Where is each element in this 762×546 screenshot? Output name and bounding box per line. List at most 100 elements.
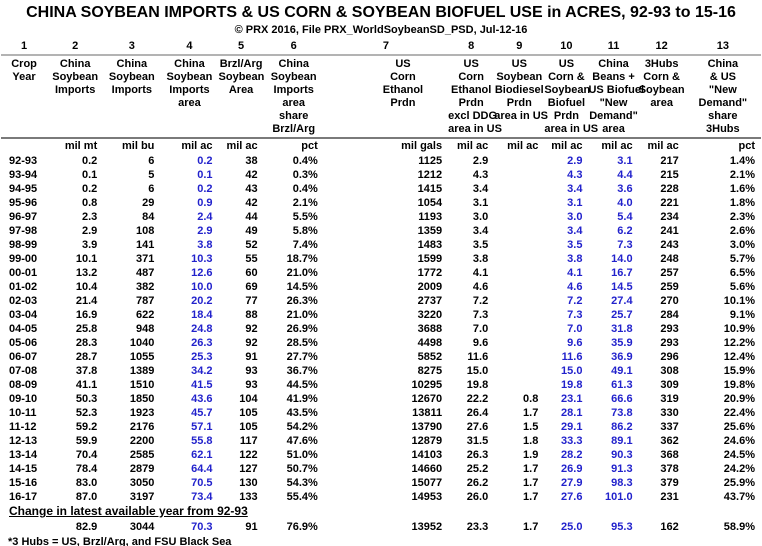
value-cell: 362 [660,435,679,447]
value-cell [494,210,544,224]
value-cell: 23.1 [561,393,583,405]
value-cell [494,182,544,196]
value-cell: 0.2 [81,155,98,167]
value-cell [494,168,544,182]
value-cell: 50.7% [286,463,318,475]
value-cell: 54.2% [286,421,318,433]
change-value-cell [1,519,47,535]
value-cell: 6 [148,183,155,195]
value-cell: 28.2 [561,449,583,461]
column-header: US Corn & Soybean Biofuel Prdn area in US [544,55,598,139]
value-cell: 5.6% [729,281,755,293]
table-row: 95-96 0.8 29 0.9 42 2.1% 1054 3.1 3.1 4.0 221 1.8% [1,196,761,210]
value-cell: 0.2 [197,183,213,195]
value-cell: 2879 [129,463,155,475]
crop-year-cell: 97-98 [9,225,38,237]
value-cell: 5.8% [292,225,318,237]
value-cell: 368 [660,449,679,461]
value-cell: 27.9 [561,477,583,489]
value-cell: 1054 [417,197,443,209]
value-cell: 36.9 [611,351,633,363]
value-cell: 1.7 [523,477,539,489]
value-cell: 1.7 [523,491,539,503]
value-cell: 337 [660,421,679,433]
value-cell: 91 [245,351,258,363]
column-header: Brzl/Arg Soybean Area [218,55,264,139]
value-cell: 2.1% [729,169,755,181]
unit-label [1,138,47,154]
value-cell: 13790 [411,421,443,433]
value-cell: 1.5 [523,421,539,433]
unit-label: mil ac [457,140,489,152]
column-number: 11 [588,39,639,56]
value-cell: 4.3 [472,169,489,181]
table-row: 01-02 10.4 382 10.0 69 14.5% 2009 4.6 4.6 14.5 259… [1,280,761,294]
value-cell: 2.9 [472,155,489,167]
value-cell: 1125 [418,155,443,167]
value-cell: 27.6 [466,421,489,433]
value-cell: 3.8 [197,239,213,251]
value-cell: 231 [660,491,679,503]
column-number: 10 [544,39,589,56]
value-cell: 105 [239,407,258,419]
table-row: 11-12 59.2 2176 57.1 105 54.2% 13790 27.6 1.5 29.… [1,420,761,434]
value-cell: 92 [245,323,258,335]
column-number: 2 [47,39,104,56]
crop-year-cell: 10-11 [9,407,37,419]
units-row: mil mt mil bu mil ac mil ac pct mil gals mil a… [1,138,761,154]
crop-year-cell: 13-14 [9,449,38,461]
value-cell [494,196,544,210]
value-cell: 10.3 [191,253,213,265]
value-cell: 248 [660,253,679,265]
value-cell: 24.6% [723,435,755,447]
value-cell: 259 [660,281,679,293]
value-cell: 12670 [411,393,443,405]
value-cell: 1.8 [523,435,539,447]
value-cell: 4.4 [617,169,633,181]
value-cell: 130 [239,477,258,489]
value-cell [494,280,544,294]
value-cell: 26.3 [191,337,213,349]
value-cell: 10.4 [75,281,98,293]
value-cell: 7.0 [567,323,583,335]
value-cell: 241 [660,225,679,237]
value-cell: 62.1 [191,449,213,461]
value-cell: 42 [245,169,258,181]
table-row: 04-05 25.8 948 24.8 92 26.9% 3688 7.0 7.0 31.8 293… [1,322,761,336]
crop-year-cell: 15-16 [9,477,38,489]
value-cell: 101.0 [605,491,633,503]
value-cell: 69 [245,281,258,293]
value-cell: 28.5% [286,337,318,349]
value-cell: 13811 [412,407,443,419]
value-cell: 379 [660,477,679,489]
value-cell: 49 [245,225,258,237]
value-cell: 3.1 [472,197,489,209]
value-cell: 382 [136,281,155,293]
value-cell: 14660 [411,463,443,475]
value-cell: 37.8 [75,365,98,377]
value-cell [494,266,544,280]
table-row: 12-13 59.9 2200 55.8 117 47.6% 12879 31.5 1.8 33.… [1,434,761,448]
value-cell: 93 [245,379,258,391]
value-cell: 234 [660,211,679,223]
value-cell: 127 [239,463,258,475]
crop-year-cell: 14-15 [9,463,38,475]
table-row: 13-14 70.4 2585 62.1 122 51.0% 14103 26.3 1.9 28.… [1,448,761,462]
value-cell: 3.5 [472,239,489,251]
column-header: China Soybean Imports [103,55,161,139]
value-cell: 28.3 [75,337,98,349]
value-cell: 1193 [418,211,443,223]
unit-label: pct [301,140,318,152]
value-cell: 22.2 [466,393,489,405]
value-cell: 12.2% [723,337,755,349]
column-number: 4 [160,39,219,56]
value-cell: 24.8 [191,323,213,335]
value-cell: 73.8 [611,407,633,419]
column-header: Crop Year [1,55,48,139]
value-cell: 2585 [129,449,155,461]
value-cell: 43.5% [286,407,318,419]
value-cell: 1389 [129,365,155,377]
value-cell: 3.1 [617,155,633,167]
value-cell [494,224,544,238]
value-cell: 33.3 [561,435,583,447]
